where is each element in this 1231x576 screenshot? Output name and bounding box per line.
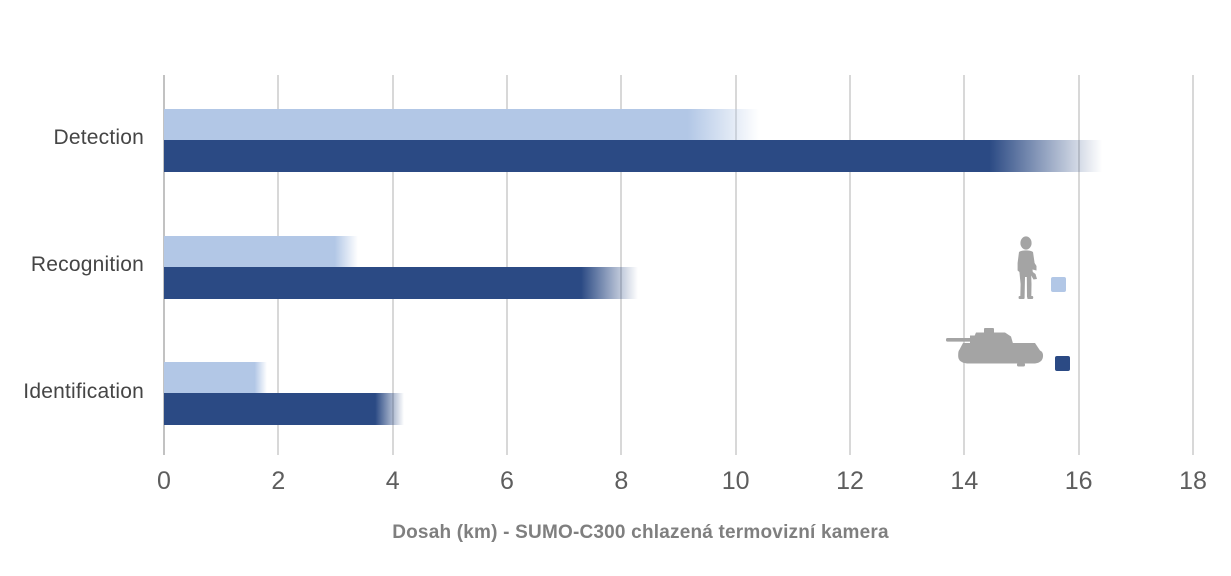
category-axis: Detection Recognition Identification bbox=[0, 75, 144, 455]
x-tick-label-12: 12 bbox=[836, 467, 864, 495]
x-tick-label-0: 0 bbox=[157, 467, 171, 495]
gridline-6 bbox=[506, 75, 508, 455]
gridline-12 bbox=[849, 75, 851, 455]
x-tick-label-14: 14 bbox=[950, 467, 979, 495]
x-tick-label-16: 16 bbox=[1064, 467, 1093, 495]
x-tick-label-4: 4 bbox=[385, 467, 400, 495]
bar-tank-recognition bbox=[164, 266, 639, 299]
x-axis-title: Dosah (km) - SUMO-C300 chlazená termoviz… bbox=[392, 522, 889, 543]
legend-swatch-person bbox=[1051, 277, 1066, 292]
category-label-recognition: Recognition bbox=[30, 253, 144, 276]
bar-tank-identification bbox=[164, 393, 405, 426]
plot-area bbox=[163, 75, 1194, 455]
category-label-detection: Detection bbox=[53, 126, 144, 150]
x-tick-label-18: 18 bbox=[1179, 467, 1207, 495]
gridline-4 bbox=[391, 75, 394, 455]
tank-icon bbox=[946, 328, 1044, 367]
gridline-14 bbox=[963, 75, 966, 455]
bar-person-recognition bbox=[164, 235, 359, 267]
bar-person-detection bbox=[164, 109, 759, 140]
x-tick-label-8: 8 bbox=[614, 467, 629, 495]
gridline-18 bbox=[1192, 75, 1194, 455]
legend-swatch-tank bbox=[1055, 356, 1070, 371]
x-tick-label-10: 10 bbox=[721, 467, 750, 495]
bar-person-identification bbox=[164, 362, 267, 394]
gridline-10 bbox=[734, 75, 737, 455]
bar-tank-detection bbox=[164, 140, 1102, 172]
x-axis-ticks: 0 2 4 6 8 10 12 14 16 18 bbox=[157, 467, 1207, 503]
gridline-16 bbox=[1077, 75, 1080, 455]
gridline-8 bbox=[620, 75, 623, 455]
category-label-identification: Identification bbox=[23, 379, 144, 403]
x-tick-label-6: 6 bbox=[500, 467, 514, 495]
x-tick-label-2: 2 bbox=[271, 467, 286, 495]
person-icon bbox=[1017, 236, 1037, 299]
